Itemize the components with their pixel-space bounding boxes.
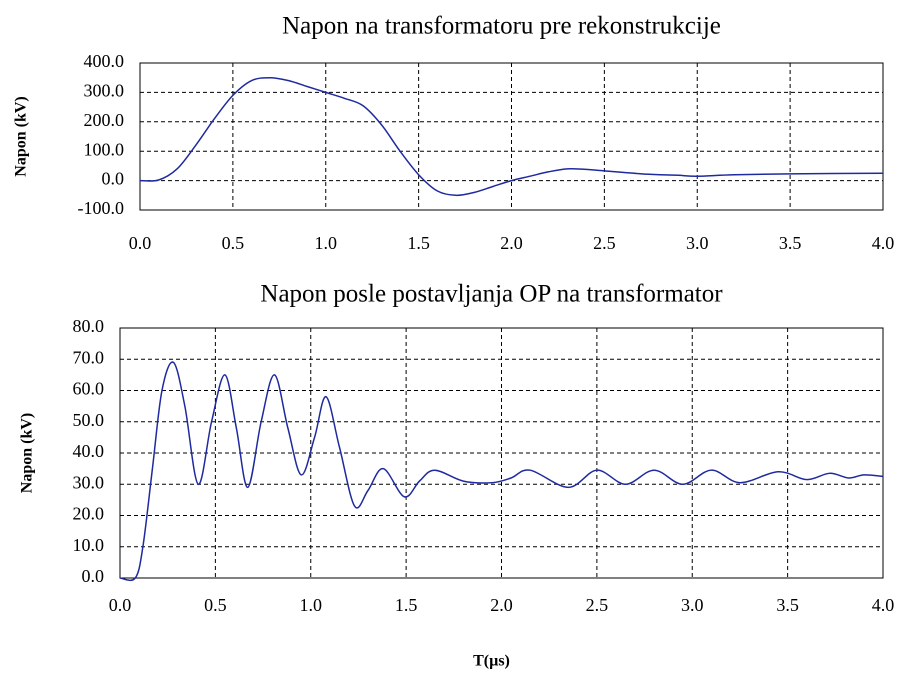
y-tick-label: 80.0 bbox=[73, 316, 105, 336]
x-tick-label: 4.0 bbox=[872, 595, 895, 615]
x-tick-label: 2.5 bbox=[593, 233, 616, 253]
y-tick-label: 400.0 bbox=[84, 51, 125, 71]
data-line bbox=[119, 361, 884, 582]
x-tick-label: 0.5 bbox=[222, 233, 245, 253]
y-axis-label: Napon (kV) bbox=[19, 413, 36, 493]
x-tick-label: 0.5 bbox=[204, 595, 227, 615]
y-axis-label: Napon (kV) bbox=[13, 96, 30, 176]
y-tick-label: 70.0 bbox=[73, 347, 105, 367]
x-tick-label: 1.0 bbox=[300, 595, 323, 615]
x-tick-label: 2.5 bbox=[586, 595, 609, 615]
x-tick-label: 1.5 bbox=[395, 595, 418, 615]
y-tick-label: 40.0 bbox=[73, 441, 105, 461]
data-line bbox=[139, 76, 884, 197]
x-tick-label: 2.0 bbox=[500, 233, 523, 253]
x-tick-label: 3.0 bbox=[686, 233, 709, 253]
chart-title: Napon na transformatoru pre rekonstrukci… bbox=[282, 13, 721, 40]
x-tick-label: 3.5 bbox=[776, 595, 799, 615]
x-tick-label: 2.0 bbox=[490, 595, 513, 615]
y-tick-label: 60.0 bbox=[73, 379, 105, 399]
plot-frame bbox=[139, 62, 884, 211]
y-tick-label: 200.0 bbox=[84, 110, 125, 130]
x-tick-label: 1.0 bbox=[315, 233, 338, 253]
y-tick-label: 10.0 bbox=[73, 535, 105, 555]
x-tick-label: 1.5 bbox=[407, 233, 430, 253]
y-tick-label: 50.0 bbox=[73, 410, 105, 430]
x-tick-label: 0.0 bbox=[129, 233, 152, 253]
y-tick-label: 30.0 bbox=[73, 472, 105, 492]
x-axis-label: T(µs) bbox=[473, 653, 510, 670]
y-tick-label: 0.0 bbox=[102, 169, 125, 189]
y-tick-label: 100.0 bbox=[84, 139, 125, 159]
y-tick-label: 300.0 bbox=[84, 81, 125, 101]
y-tick-label: -100.0 bbox=[78, 198, 125, 218]
y-tick-label: 20.0 bbox=[73, 504, 105, 524]
x-tick-label: 3.0 bbox=[681, 595, 704, 615]
x-tick-label: 4.0 bbox=[872, 233, 895, 253]
chart-title: Napon posle postavljanja OP na transform… bbox=[260, 281, 723, 308]
y-tick-label: 0.0 bbox=[82, 566, 105, 586]
x-tick-label: 0.0 bbox=[109, 595, 132, 615]
plot-frame bbox=[119, 327, 884, 579]
x-tick-label: 3.5 bbox=[779, 233, 802, 253]
